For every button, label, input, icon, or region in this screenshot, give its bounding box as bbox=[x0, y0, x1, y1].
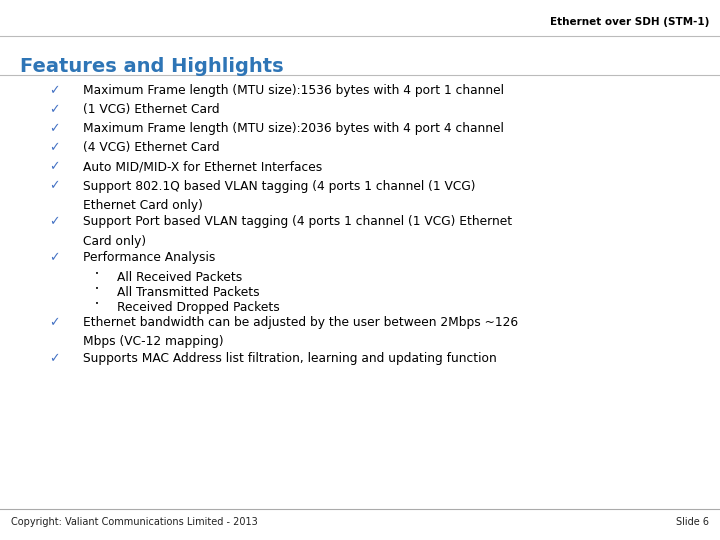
Text: Ethernet Card only): Ethernet Card only) bbox=[83, 199, 202, 212]
Text: ✓: ✓ bbox=[49, 179, 59, 193]
Text: Maximum Frame length (MTU size):2036 bytes with 4 port 4 channel: Maximum Frame length (MTU size):2036 byt… bbox=[83, 122, 504, 135]
Text: ✓: ✓ bbox=[49, 103, 59, 116]
Text: Ethernet over SDH (STM-1): Ethernet over SDH (STM-1) bbox=[550, 17, 709, 28]
Text: Support Port based VLAN tagging (4 ports 1 channel (1 VCG) Ethernet: Support Port based VLAN tagging (4 ports… bbox=[83, 215, 512, 228]
Text: •: • bbox=[95, 286, 99, 292]
Text: Received Dropped Packets: Received Dropped Packets bbox=[117, 301, 280, 314]
Text: Features and Highlights: Features and Highlights bbox=[20, 57, 284, 76]
Text: Maximum Frame length (MTU size):1536 bytes with 4 port 1 channel: Maximum Frame length (MTU size):1536 byt… bbox=[83, 84, 504, 97]
Text: Ethernet bandwidth can be adjusted by the user between 2Mbps ~126: Ethernet bandwidth can be adjusted by th… bbox=[83, 316, 518, 329]
Text: Supports MAC Address list filtration, learning and updating function: Supports MAC Address list filtration, le… bbox=[83, 352, 497, 365]
Text: Slide 6: Slide 6 bbox=[676, 517, 709, 528]
Text: ✓: ✓ bbox=[49, 122, 59, 135]
Text: Copyright: Valiant Communications Limited - 2013: Copyright: Valiant Communications Limite… bbox=[11, 517, 258, 528]
Text: Mbps (VC-12 mapping): Mbps (VC-12 mapping) bbox=[83, 335, 223, 348]
Text: ✓: ✓ bbox=[49, 316, 59, 329]
Text: •: • bbox=[95, 271, 99, 276]
Text: Auto MID/MID-X for Ethernet Interfaces: Auto MID/MID-X for Ethernet Interfaces bbox=[83, 160, 322, 173]
Text: Card only): Card only) bbox=[83, 234, 146, 248]
Text: All Received Packets: All Received Packets bbox=[117, 271, 243, 284]
Text: ✓: ✓ bbox=[49, 215, 59, 228]
Text: ✓: ✓ bbox=[49, 84, 59, 97]
Text: All Transmitted Packets: All Transmitted Packets bbox=[117, 286, 260, 299]
Text: (1 VCG) Ethernet Card: (1 VCG) Ethernet Card bbox=[83, 103, 220, 116]
Text: Performance Analysis: Performance Analysis bbox=[83, 251, 215, 265]
Text: (4 VCG) Ethernet Card: (4 VCG) Ethernet Card bbox=[83, 141, 220, 154]
Text: ✓: ✓ bbox=[49, 352, 59, 365]
Text: ✓: ✓ bbox=[49, 251, 59, 265]
Text: Support 802.1Q based VLAN tagging (4 ports 1 channel (1 VCG): Support 802.1Q based VLAN tagging (4 por… bbox=[83, 179, 475, 193]
Text: •: • bbox=[95, 301, 99, 307]
Text: ✓: ✓ bbox=[49, 141, 59, 154]
Text: ✓: ✓ bbox=[49, 160, 59, 173]
